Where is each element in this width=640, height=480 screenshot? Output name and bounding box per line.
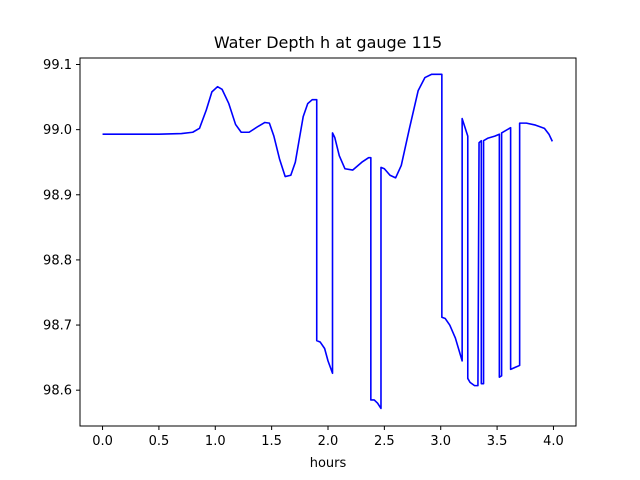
x-tick-label: 3.5 [487, 434, 508, 449]
x-tick-label: 3.0 [430, 434, 451, 449]
y-tick-label: 98.9 [43, 188, 72, 203]
y-tick-label: 98.7 [43, 319, 72, 334]
y-tick-label: 99.0 [43, 123, 72, 138]
series-line-0 [102, 73, 554, 410]
x-tick-label: 4.0 [543, 434, 564, 449]
x-tick-label: 0.0 [92, 434, 113, 449]
x-axis: 0.0 0.5 1.0 1.5 2.0 2.5 3.0 3.5 4.0 [92, 426, 564, 449]
x-axis-label: hours [310, 456, 347, 471]
y-axis: 98.6 98.7 98.8 98.9 99.0 99.1 [43, 58, 80, 399]
x-tick-label: 0.5 [149, 434, 170, 449]
series-layer [102, 73, 554, 410]
y-tick-label: 98.6 [43, 384, 72, 399]
x-tick-label: 1.0 [205, 434, 226, 449]
y-tick-label: 98.8 [43, 253, 72, 268]
x-tick-label: 2.5 [374, 434, 395, 449]
chart-title: Water Depth h at gauge 115 [214, 33, 442, 52]
x-tick-label: 2.0 [318, 434, 339, 449]
y-tick-label: 99.1 [43, 58, 72, 73]
x-tick-label: 1.5 [261, 434, 282, 449]
